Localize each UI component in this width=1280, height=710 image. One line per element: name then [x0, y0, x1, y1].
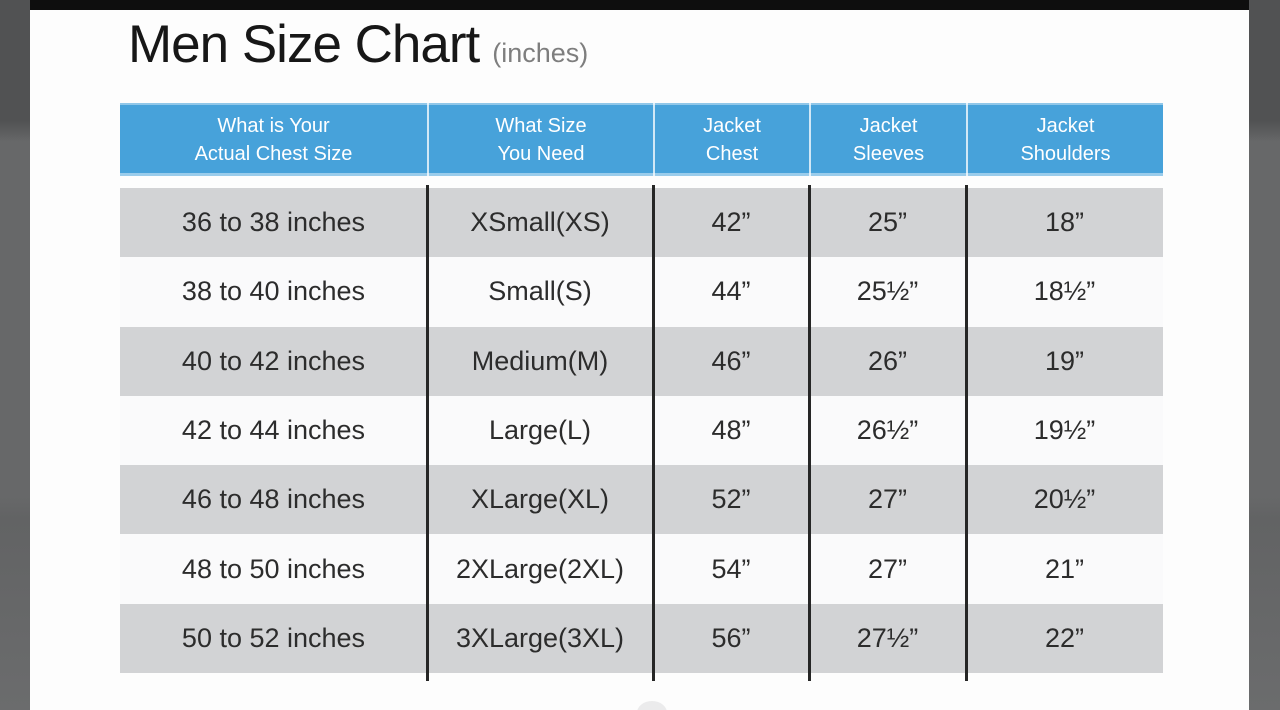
table-cell: 56”: [711, 622, 751, 653]
table-cell: 50 to 52 inches: [181, 622, 366, 653]
table-cell: 19”: [1044, 345, 1085, 376]
table-cell: 25½”: [856, 276, 919, 307]
column-header-jacket-chest: Jacket Chest: [653, 103, 809, 176]
table-cell: 3XLarge(3XL): [455, 622, 625, 653]
column-header-line: Jacket: [703, 114, 761, 137]
letterbox-left-strip: [0, 0, 30, 710]
column-header-line: What is Your: [217, 114, 330, 137]
table-cell: 46”: [711, 345, 751, 376]
table-cell: 25”: [867, 207, 908, 238]
table-row: 48 to 50 inches 2XLarge(2XL) 54” 27” 21”: [120, 534, 1163, 604]
header-body-gap: [120, 176, 1163, 188]
table-cell: Large(L): [488, 415, 592, 446]
column-header-line: Shoulders: [1020, 142, 1111, 165]
cropped-logo-arc: [637, 701, 667, 710]
table-cell: 38 to 40 inches: [181, 276, 366, 307]
table-cell: 26½”: [856, 415, 919, 446]
table-row: 38 to 40 inches Small(S) 44” 25½” 18½”: [120, 257, 1163, 327]
column-header-line: Chest: [705, 142, 759, 165]
column-divider: [652, 185, 655, 681]
size-chart-table: What is Your Actual Chest Size What Size…: [120, 103, 1163, 681]
table-row: 46 to 48 inches XLarge(XL) 52” 27” 20½”: [120, 465, 1163, 535]
table-cell: 18½”: [1033, 276, 1096, 307]
table-cell: 26”: [867, 345, 908, 376]
column-header-jacket-sleeves: Jacket Sleeves: [809, 103, 966, 176]
column-divider: [426, 185, 429, 681]
table-cell: 40 to 42 inches: [181, 345, 366, 376]
letterbox-right-strip: [1249, 0, 1280, 710]
column-header-line: Sleeves: [852, 142, 925, 165]
column-header-line: What Size: [495, 114, 587, 137]
table-cell: 19½”: [1033, 415, 1096, 446]
column-divider: [965, 185, 968, 681]
page-title-units: (inches): [492, 38, 589, 68]
table-row: 42 to 44 inches Large(L) 48” 26½” 19½”: [120, 395, 1163, 466]
table-cell: 48”: [711, 415, 751, 446]
table-cell: 44”: [711, 276, 751, 307]
table-row: 36 to 38 inches XSmall(XS) 42” 25” 18”: [120, 188, 1163, 258]
table-header-row: What is Your Actual Chest Size What Size…: [120, 103, 1163, 176]
table-cell: 54”: [711, 553, 751, 584]
column-header-line: Actual Chest Size: [194, 142, 353, 165]
table-cell: Medium(M): [471, 345, 609, 376]
table-cell: 46 to 48 inches: [181, 484, 366, 515]
table-cell: 52”: [711, 484, 751, 515]
table-cell: 36 to 38 inches: [181, 207, 366, 238]
table-cell: 48 to 50 inches: [181, 553, 366, 584]
table-cell: 42 to 44 inches: [181, 415, 366, 446]
table-cell: 42”: [711, 207, 751, 238]
table-body: 36 to 38 inches XSmall(XS) 42” 25” 18” 38 to …: [120, 188, 1163, 674]
table-cell: 22”: [1044, 622, 1085, 653]
table-cell: 21”: [1044, 553, 1085, 584]
table-cell: XSmall(XS): [470, 207, 610, 238]
page-title-text: Men Size Chart: [128, 15, 480, 74]
column-divider: [808, 185, 811, 681]
column-header-line: Jacket: [1036, 114, 1095, 137]
column-header-jacket-shoulders: Jacket Shoulders: [966, 103, 1163, 176]
table-cell: Small(S): [488, 276, 592, 307]
column-header-line: Jacket: [859, 114, 918, 137]
table-row: 40 to 42 inches Medium(M) 46” 26” 19”: [120, 326, 1163, 396]
table-cell: 20½”: [1033, 484, 1096, 515]
table-cell: 27½”: [856, 622, 919, 653]
column-header-size-you-need: What Size You Need: [427, 103, 653, 176]
table-cell: XLarge(XL): [470, 484, 610, 515]
table-cell: 27”: [867, 553, 908, 584]
column-header-line: You Need: [497, 142, 585, 165]
table-cell: 2XLarge(2XL): [455, 553, 625, 584]
table-cell: 27”: [867, 484, 908, 515]
column-header-actual-chest-size: What is Your Actual Chest Size: [120, 103, 427, 176]
table-row: 50 to 52 inches 3XLarge(3XL) 56” 27½” 22”: [120, 603, 1163, 674]
letterbox-top-bar: [0, 0, 1280, 10]
page-title: Men Size Chart (inches): [128, 14, 588, 75]
table-cell: 18”: [1044, 207, 1085, 238]
